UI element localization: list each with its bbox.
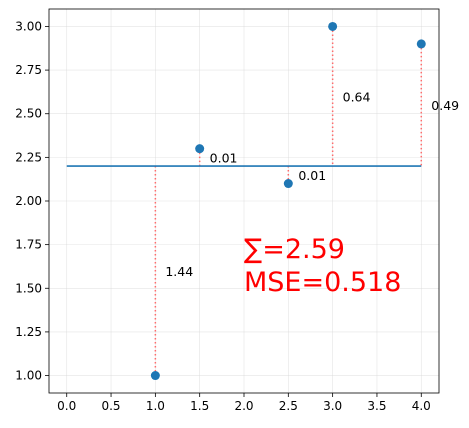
y-tick-label: 2.75 bbox=[15, 63, 42, 77]
x-axis: 0.0 0.5 1.0 1.5 2.0 2.5 3.0 3.5 4.0 bbox=[57, 393, 431, 413]
x-tick-label: 4.0 bbox=[412, 399, 431, 413]
y-tick-label: 1.00 bbox=[15, 369, 42, 383]
residual-labels: 1.44 0.01 0.01 0.64 0.49 bbox=[165, 89, 459, 279]
residual-label: 0.64 bbox=[343, 89, 371, 104]
y-tick-label: 2.25 bbox=[15, 150, 42, 164]
x-tick-label: 1.5 bbox=[190, 399, 209, 413]
x-tick-label: 1.0 bbox=[146, 399, 165, 413]
sum-annotation: ∑=2.59 bbox=[244, 234, 345, 265]
data-points bbox=[150, 21, 426, 381]
y-tick-label: 2.00 bbox=[15, 194, 42, 208]
residual-label: 0.49 bbox=[431, 98, 459, 113]
y-tick-label: 3.00 bbox=[15, 19, 42, 33]
grid bbox=[49, 9, 439, 393]
y-axis: 1.00 1.25 1.50 1.75 2.00 2.25 2.50 2.75 3.00 bbox=[15, 19, 49, 383]
y-tick-label: 1.75 bbox=[15, 238, 42, 252]
y-tick-label: 1.25 bbox=[15, 325, 42, 339]
data-point bbox=[283, 179, 293, 189]
residual-label: 0.01 bbox=[298, 168, 326, 183]
y-tick-label: 1.50 bbox=[15, 281, 42, 295]
x-tick-label: 0.0 bbox=[57, 399, 76, 413]
mse-annotation: MSE=0.518 bbox=[244, 267, 401, 298]
x-tick-label: 3.5 bbox=[367, 399, 386, 413]
residual-label: 1.44 bbox=[165, 264, 193, 279]
x-tick-label: 2.0 bbox=[234, 399, 253, 413]
data-point bbox=[328, 21, 338, 31]
y-tick-label: 2.50 bbox=[15, 107, 42, 121]
data-point bbox=[195, 144, 205, 154]
x-tick-label: 2.5 bbox=[279, 399, 298, 413]
data-point bbox=[416, 39, 426, 49]
residual-lines bbox=[154, 26, 423, 376]
data-point bbox=[150, 371, 160, 381]
residual-label: 0.01 bbox=[210, 150, 238, 165]
x-tick-label: 0.5 bbox=[101, 399, 120, 413]
x-tick-label: 3.0 bbox=[323, 399, 342, 413]
